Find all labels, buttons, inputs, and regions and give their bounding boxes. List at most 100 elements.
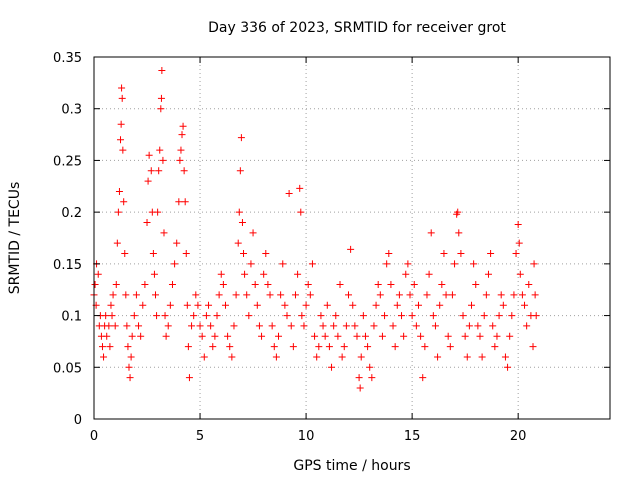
data-point bbox=[484, 270, 492, 278]
data-point bbox=[100, 353, 108, 361]
data-point bbox=[334, 332, 342, 340]
data-point bbox=[249, 229, 257, 237]
data-point bbox=[164, 322, 172, 330]
data-point bbox=[510, 291, 518, 299]
data-point bbox=[446, 343, 454, 351]
data-point bbox=[241, 270, 249, 278]
data-point bbox=[234, 239, 242, 247]
data-point bbox=[383, 260, 391, 268]
data-point bbox=[285, 190, 293, 198]
data-point bbox=[368, 374, 376, 382]
data-point bbox=[184, 343, 192, 351]
data-point bbox=[219, 281, 227, 289]
data-point bbox=[491, 343, 499, 351]
data-point bbox=[406, 291, 414, 299]
data-point bbox=[127, 353, 135, 361]
data-point bbox=[361, 332, 369, 340]
data-point bbox=[178, 131, 186, 139]
data-point bbox=[308, 260, 316, 268]
data-point bbox=[451, 260, 459, 268]
data-point bbox=[472, 281, 480, 289]
data-point bbox=[177, 146, 185, 154]
data-point bbox=[139, 301, 147, 309]
x-tick-label: 15 bbox=[404, 429, 421, 444]
data-point bbox=[393, 301, 401, 309]
data-point bbox=[465, 322, 473, 330]
data-point bbox=[226, 343, 234, 351]
data-point bbox=[370, 322, 378, 330]
data-point bbox=[404, 260, 412, 268]
data-point bbox=[126, 374, 134, 382]
data-point bbox=[123, 322, 131, 330]
data-point bbox=[113, 239, 121, 247]
data-point bbox=[442, 291, 450, 299]
data-point bbox=[115, 187, 123, 195]
data-point bbox=[268, 322, 276, 330]
y-tick-label: 0.15 bbox=[53, 258, 82, 273]
data-point bbox=[506, 332, 514, 340]
data-point bbox=[457, 250, 465, 258]
data-point bbox=[332, 312, 340, 320]
data-point bbox=[121, 250, 129, 258]
data-point bbox=[501, 353, 509, 361]
data-point bbox=[196, 322, 204, 330]
data-point bbox=[160, 229, 168, 237]
data-point bbox=[325, 343, 333, 351]
data-point bbox=[173, 239, 181, 247]
data-point bbox=[124, 343, 132, 351]
data-point bbox=[107, 301, 115, 309]
data-point bbox=[275, 332, 283, 340]
data-point bbox=[421, 343, 429, 351]
data-point bbox=[525, 281, 533, 289]
data-point bbox=[190, 312, 198, 320]
data-point bbox=[102, 312, 110, 320]
data-point bbox=[258, 332, 266, 340]
data-point bbox=[408, 312, 416, 320]
data-point bbox=[366, 363, 374, 371]
data-point bbox=[230, 322, 238, 330]
y-tick-label: 0.3 bbox=[61, 103, 82, 118]
data-point bbox=[94, 270, 102, 278]
data-point bbox=[311, 332, 319, 340]
data-point bbox=[531, 291, 539, 299]
data-point bbox=[516, 270, 524, 278]
data-point bbox=[149, 250, 157, 258]
data-point bbox=[438, 281, 446, 289]
data-point bbox=[474, 322, 482, 330]
data-point bbox=[356, 384, 364, 392]
data-point bbox=[364, 343, 372, 351]
data-point bbox=[119, 146, 127, 154]
data-point bbox=[118, 94, 126, 102]
data-point bbox=[315, 343, 323, 351]
data-point bbox=[372, 301, 380, 309]
data-point bbox=[215, 291, 223, 299]
data-point bbox=[461, 332, 469, 340]
data-point bbox=[181, 198, 189, 206]
data-point bbox=[425, 270, 433, 278]
data-point bbox=[277, 291, 285, 299]
data-point bbox=[180, 167, 188, 175]
data-point bbox=[198, 332, 206, 340]
data-point bbox=[247, 260, 255, 268]
data-point bbox=[245, 312, 253, 320]
data-point bbox=[478, 353, 486, 361]
data-point bbox=[158, 66, 166, 74]
data-point bbox=[378, 332, 386, 340]
y-tick-label: 0.35 bbox=[53, 51, 82, 66]
data-point bbox=[391, 343, 399, 351]
data-point bbox=[400, 332, 408, 340]
data-point bbox=[125, 363, 133, 371]
data-point bbox=[355, 374, 363, 382]
data-point bbox=[381, 312, 389, 320]
data-point bbox=[103, 332, 111, 340]
data-point bbox=[182, 250, 190, 258]
data-point bbox=[359, 312, 367, 320]
data-point bbox=[240, 250, 248, 258]
data-point bbox=[321, 332, 329, 340]
data-point bbox=[374, 281, 382, 289]
data-point bbox=[157, 94, 165, 102]
data-point bbox=[137, 332, 145, 340]
data-point bbox=[459, 312, 467, 320]
data-point bbox=[238, 218, 246, 226]
data-point bbox=[508, 312, 516, 320]
